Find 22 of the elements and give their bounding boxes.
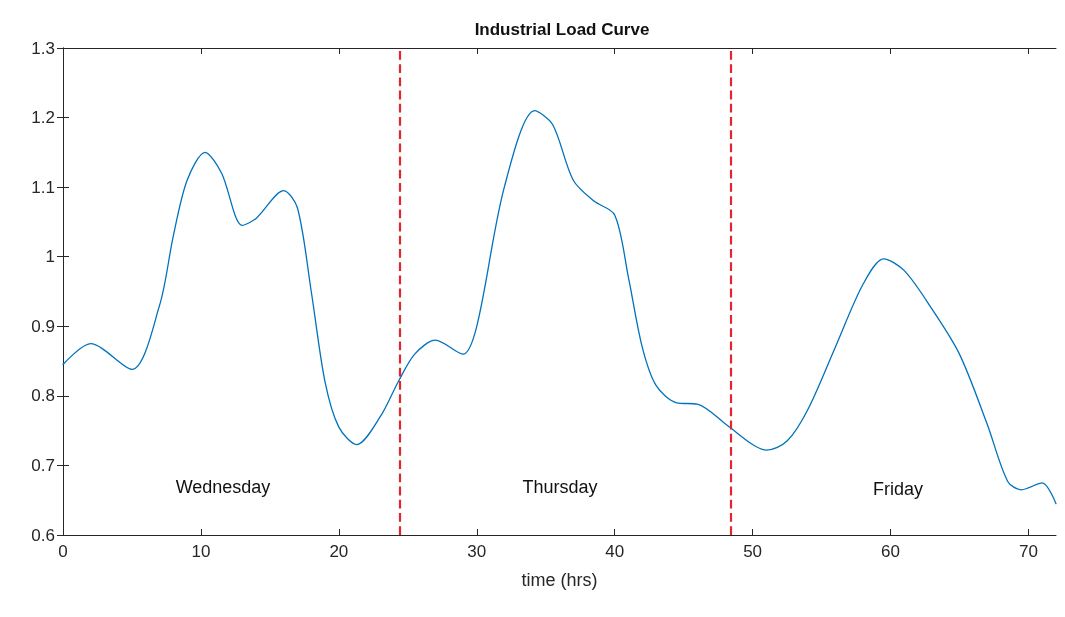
x-tick-label: 40 [605,542,625,561]
annotation: Thursday [522,477,598,497]
x-tick-label: 50 [743,542,763,561]
y-tick-label: 0.9 [31,316,55,336]
y-tick-label: 0.6 [31,525,55,545]
annotation: Friday [872,479,924,499]
x-tick-label: 0 [58,542,68,561]
y-tick-label: 0.8 [31,386,55,406]
y-tick-label: 1.3 [31,38,55,58]
x-tick-label: 60 [881,542,900,561]
line-series [62,109,1057,505]
y-tick-label: 1.2 [31,108,55,128]
x-axis-title: time (hrs) [521,570,598,590]
chart-title: Industrial Load Curve [474,20,650,39]
x-tick-label: 70 [1018,542,1038,561]
x-tick-label: 30 [467,542,487,561]
y-tick-label: 0.7 [31,455,55,475]
annotation: Wednesday [175,477,271,497]
y-tick-label: 1.1 [31,177,55,197]
x-tick-label: 10 [191,542,211,561]
y-tick-label: 1 [45,247,55,267]
x-tick-label: 20 [329,542,349,561]
